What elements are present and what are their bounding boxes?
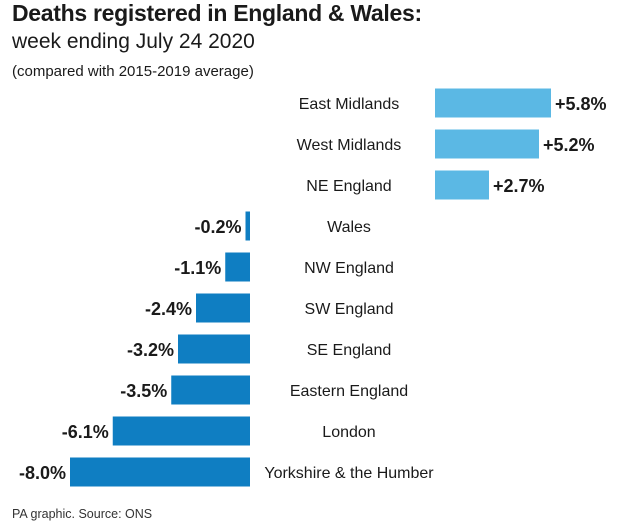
- bar-nw-england: [225, 252, 250, 282]
- category-label-nw-england: NW England: [304, 260, 394, 277]
- chart-title: Deaths registered in England & Wales:: [12, 0, 422, 26]
- bar-west-midlands: [435, 129, 539, 159]
- category-label-sw-england: SW England: [305, 301, 394, 318]
- value-label-yorkshire-and-the-humber: -8.0%: [19, 463, 66, 483]
- bar-east-midlands: [435, 88, 551, 118]
- bar-london: [112, 416, 250, 446]
- bar-yorkshire-and-the-humber: [70, 457, 250, 487]
- bar-eastern-england: [171, 375, 250, 405]
- value-label-london: -6.1%: [62, 422, 109, 442]
- category-label-london: London: [322, 424, 375, 441]
- value-label-wales: -0.2%: [194, 217, 241, 237]
- category-label-wales: Wales: [327, 219, 371, 236]
- value-label-west-midlands: +5.2%: [543, 135, 595, 155]
- bar-sw-england: [196, 293, 250, 323]
- category-label-ne-england: NE England: [306, 178, 391, 195]
- value-label-ne-england: +2.7%: [493, 176, 545, 196]
- source-credit: PA graphic. Source: ONS: [12, 507, 153, 521]
- category-label-eastern-england: Eastern England: [290, 383, 408, 400]
- value-label-sw-england: -2.4%: [145, 299, 192, 319]
- bar-se-england: [178, 334, 250, 364]
- chart-note: (compared with 2015-2019 average): [12, 63, 254, 80]
- category-label-yorkshire-and-the-humber: Yorkshire & the Humber: [264, 465, 434, 482]
- category-label-se-england: SE England: [307, 342, 392, 359]
- value-label-eastern-england: -3.5%: [120, 381, 167, 401]
- value-label-east-midlands: +5.8%: [555, 94, 607, 114]
- category-label-west-midlands: West Midlands: [297, 137, 402, 154]
- value-label-nw-england: -1.1%: [174, 258, 221, 278]
- bar-ne-england: [435, 170, 489, 200]
- bar-wales: [245, 211, 250, 241]
- category-label-east-midlands: East Midlands: [299, 96, 400, 113]
- value-label-se-england: -3.2%: [127, 340, 174, 360]
- chart-subtitle: week ending July 24 2020: [12, 30, 255, 53]
